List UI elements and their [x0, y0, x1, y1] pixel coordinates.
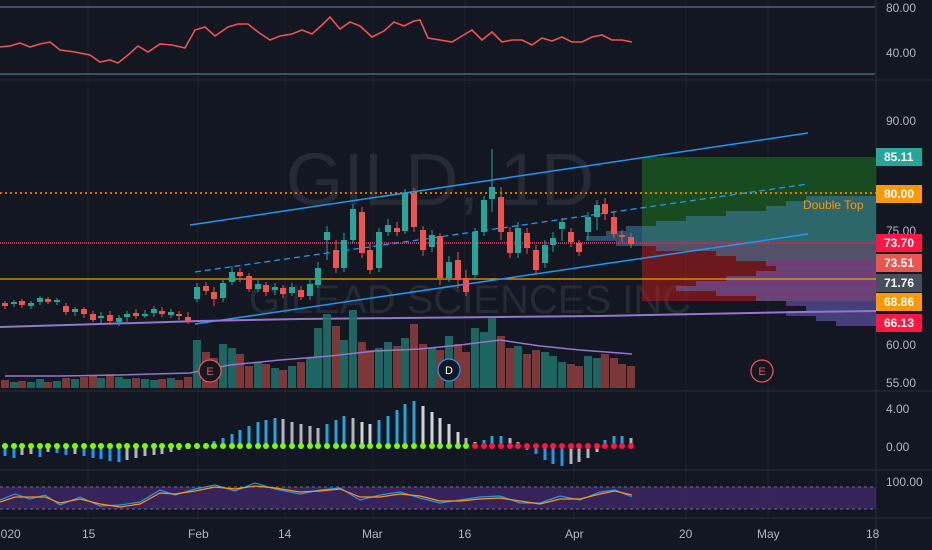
date-label: 14	[278, 527, 292, 541]
stoch-d-line	[0, 485, 633, 508]
price-tick: 55.00	[886, 376, 916, 390]
price-badge-73-70: 73.70	[876, 234, 922, 252]
rsi-tick-40: 40.00	[886, 46, 916, 60]
svg-text:D: D	[445, 365, 453, 377]
svg-text:68.86: 68.86	[884, 295, 914, 309]
svg-text:73.70: 73.70	[884, 236, 914, 250]
rsi-pane	[0, 15, 633, 64]
price-badge-71-76: 71.76	[876, 274, 922, 292]
stoch-tick-100: 100.00	[886, 475, 923, 489]
date-label: May	[757, 527, 780, 541]
channel-upper-line[interactable]	[189, 132, 809, 226]
price-axis[interactable]: 80.00 40.00 90.00 75.00 60.00 55.00 4.00…	[876, 1, 923, 489]
svg-text:73.51: 73.51	[884, 256, 914, 270]
price-tick: 60.00	[886, 338, 916, 352]
earnings-marker-past[interactable]: E	[198, 359, 222, 383]
date-label: Feb	[188, 527, 209, 541]
channel-lower-line[interactable]	[194, 233, 809, 325]
date-label: 2020	[0, 527, 21, 541]
svg-text:71.76: 71.76	[884, 276, 914, 290]
candlesticks[interactable]	[2, 149, 634, 326]
svg-text:E: E	[206, 366, 213, 378]
moving-average-line[interactable]	[0, 310, 877, 328]
svg-text:66.13: 66.13	[884, 316, 914, 330]
double-top-label[interactable]: Double Top	[803, 198, 864, 212]
channel-mid-line[interactable]	[194, 183, 809, 273]
date-label: 18	[866, 527, 880, 541]
price-tick: 90.00	[886, 114, 916, 128]
price-badge-68-86: 68.86	[876, 293, 922, 311]
price-badge-85-11: 85.11	[876, 148, 922, 166]
earnings-marker-future[interactable]: E	[750, 359, 774, 383]
price-badge-66-13: 66.13	[876, 314, 922, 332]
rsi-tick-80: 80.00	[886, 1, 916, 15]
volume-ma-line	[5, 339, 633, 377]
dividend-marker[interactable]: D	[437, 358, 461, 382]
date-label: Mar	[362, 527, 383, 541]
volume-bars	[1, 310, 635, 388]
price-badge-73-51: 73.51	[876, 254, 922, 272]
date-label: 15	[82, 527, 96, 541]
svg-text:85.11: 85.11	[884, 150, 914, 164]
price-badge-80-00: 80.00	[876, 185, 922, 203]
date-label: 16	[458, 527, 472, 541]
osc-tick-4: 4.00	[886, 402, 910, 416]
price-pane[interactable]: GILD, 1D GILEAD SCIENCES INC Double Top …	[0, 132, 877, 388]
date-label: 20	[679, 527, 693, 541]
date-label: Apr	[565, 527, 584, 541]
date-axis[interactable]: 2020 15 Feb 14 Mar 16 Apr 20 May 18	[0, 527, 880, 541]
stoch-rsi-pane	[0, 482, 876, 510]
symbol-watermark: GILD, 1D	[286, 138, 594, 221]
svg-text:E: E	[758, 366, 765, 378]
rsi-line	[0, 15, 633, 64]
squeeze-momentum-pane	[2, 401, 634, 466]
svg-text:80.00: 80.00	[884, 187, 914, 201]
osc-tick-0: 0.00	[886, 440, 910, 454]
